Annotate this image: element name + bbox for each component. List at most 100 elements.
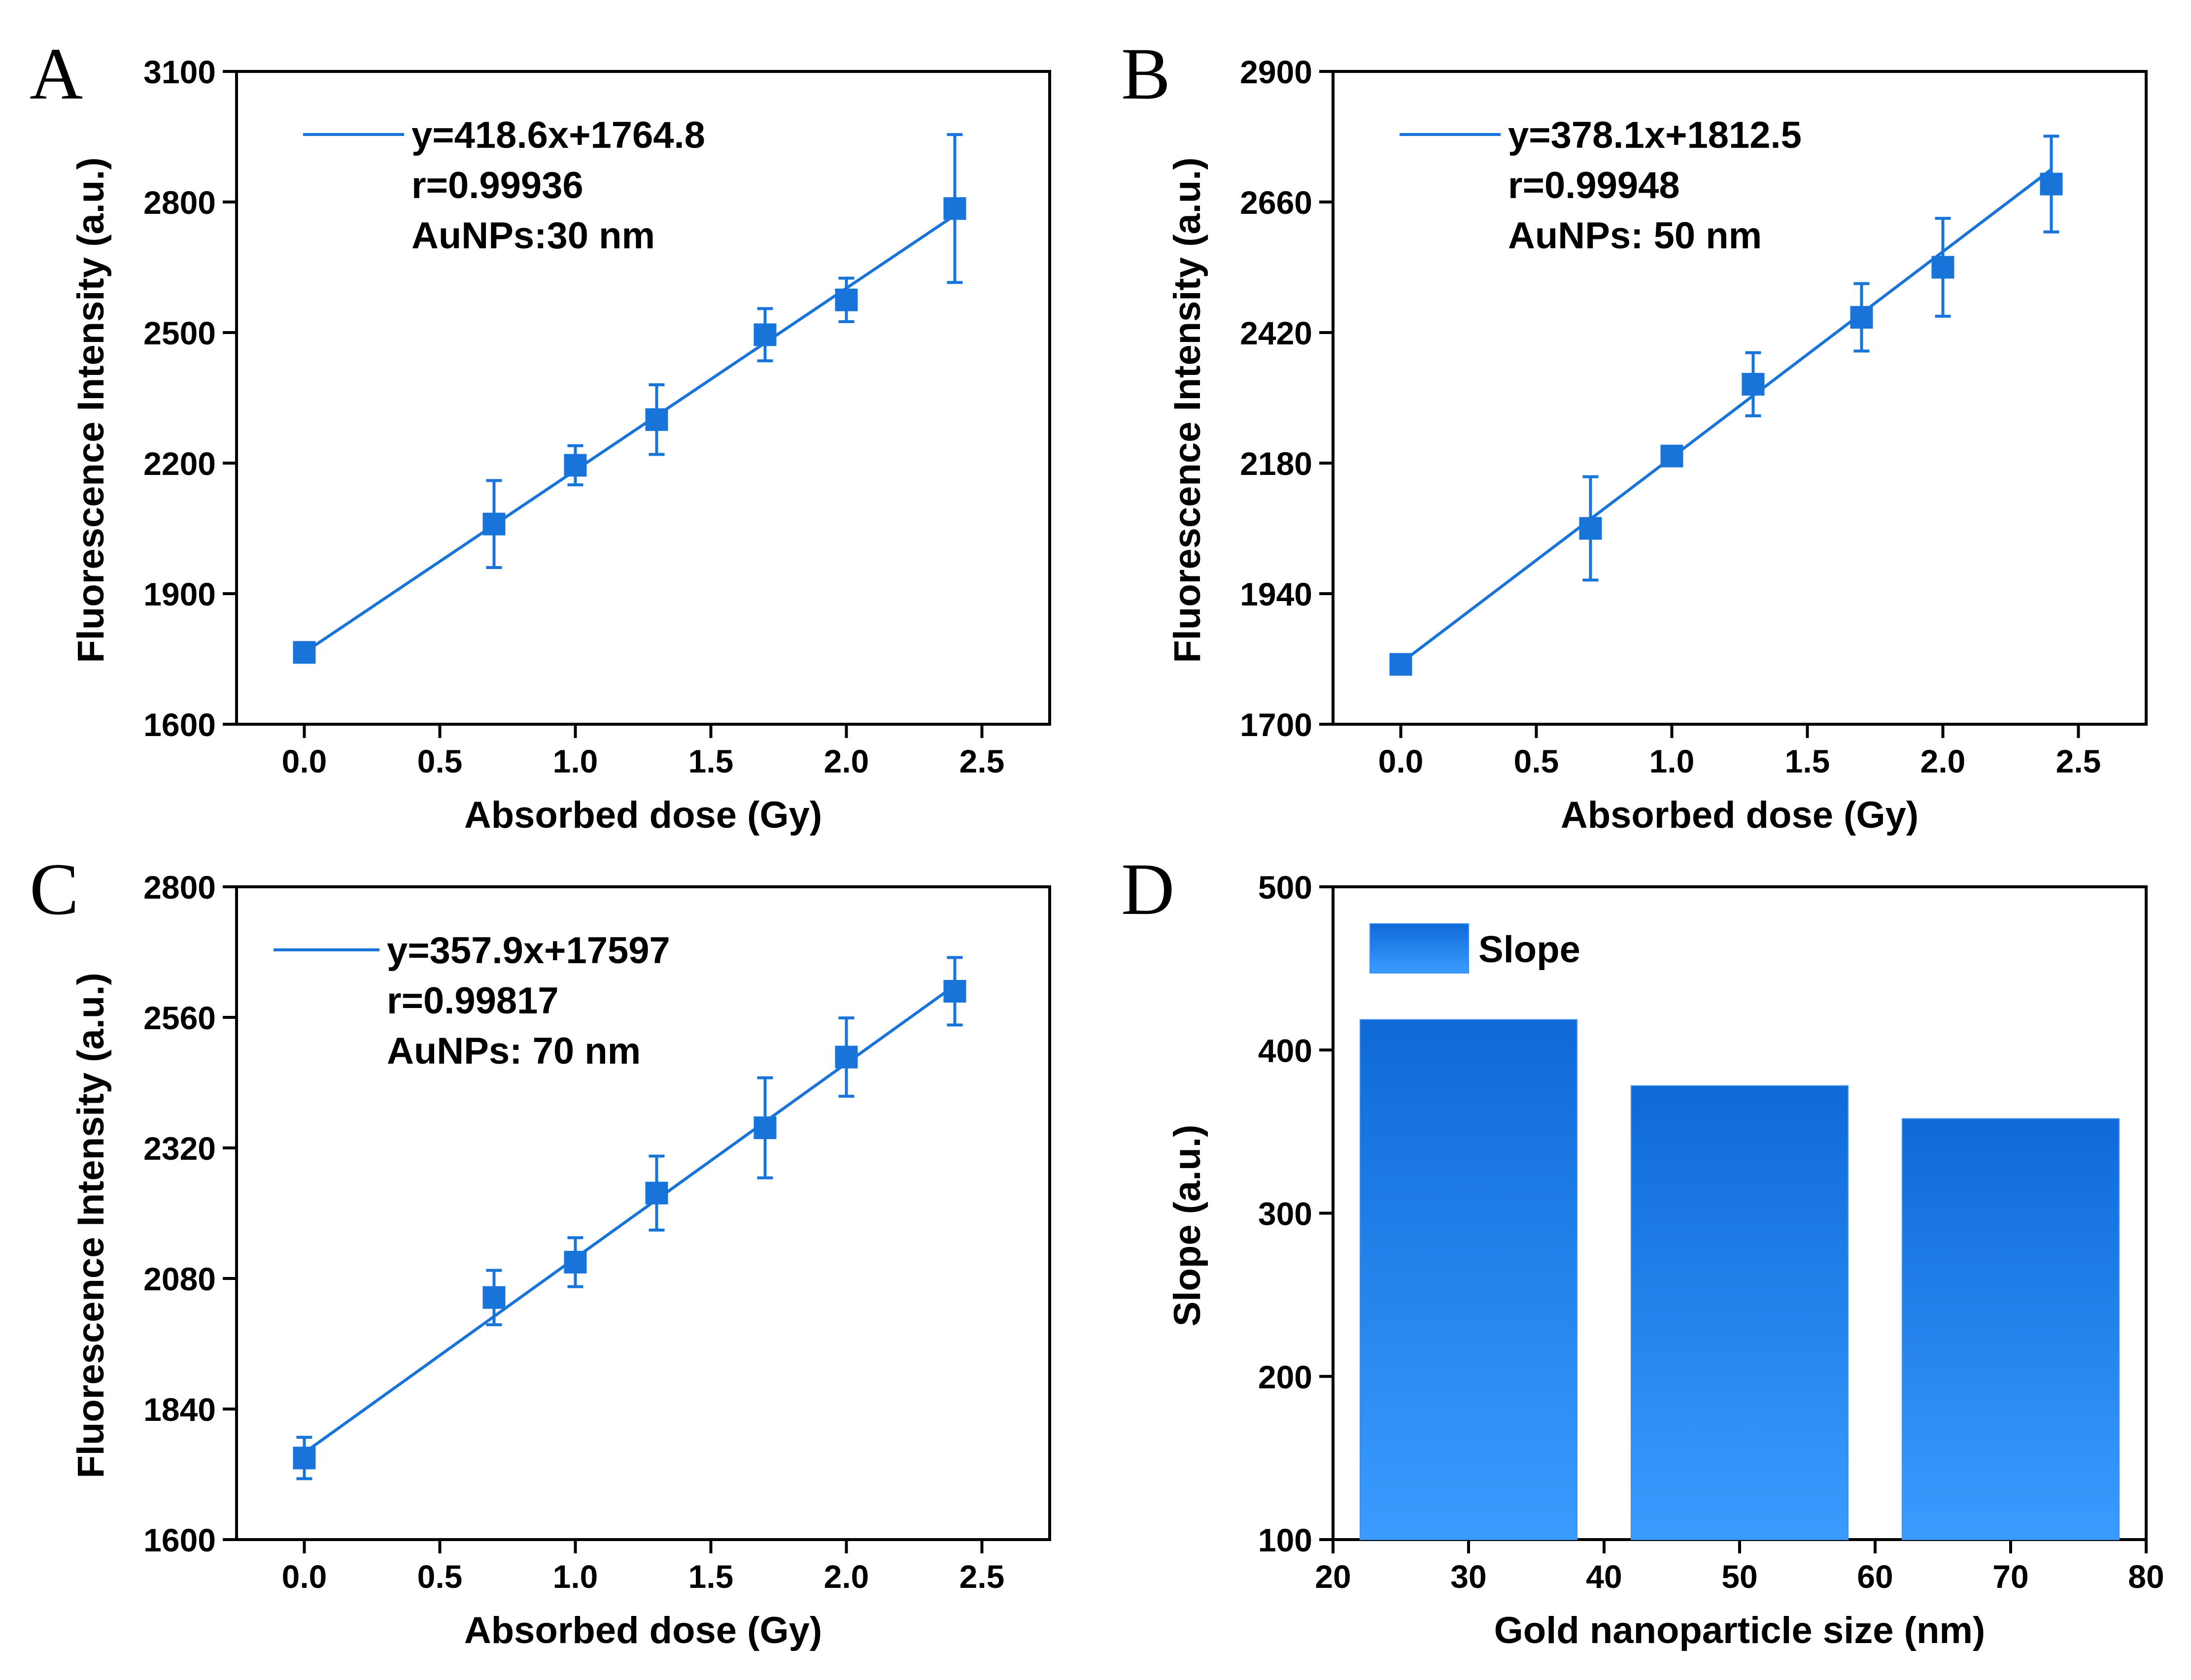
bar xyxy=(1902,1118,2120,1541)
x-tick-label: 1.0 xyxy=(1649,743,1695,779)
y-axis-title: Fluorescence Intensity (a.u.) xyxy=(70,157,112,663)
data-point xyxy=(1850,282,1873,353)
legend: Slope xyxy=(1369,923,1580,974)
square-marker xyxy=(645,1181,668,1205)
annotation-line: AuNPs: 70 nm xyxy=(387,1030,641,1072)
y-tick-label: 3100 xyxy=(143,54,216,90)
y-axis: 1700 1940 2180 2420 2660 2900 xyxy=(1240,54,1333,743)
data-point xyxy=(753,1076,777,1179)
x-tick-label: 0.5 xyxy=(1514,743,1559,779)
y-tick-label: 2320 xyxy=(143,1130,216,1167)
x-axis-title: Gold nanoparticle size (nm) xyxy=(1494,1610,1986,1651)
annotation-line: y=378.1x+1812.5 xyxy=(1508,114,1802,156)
x-tick-label: 2.5 xyxy=(959,1558,1005,1595)
square-marker xyxy=(835,288,858,311)
y-tick-label: 1600 xyxy=(143,1522,216,1558)
annotation-line: r=0.99936 xyxy=(411,165,583,206)
y-tick-label: 200 xyxy=(1258,1359,1312,1395)
axes-frame xyxy=(1332,70,2148,726)
square-marker xyxy=(943,197,966,220)
legend-label: Slope xyxy=(1478,929,1580,971)
axes-frame xyxy=(235,70,1051,726)
y-tick-label: 1600 xyxy=(143,706,216,743)
square-marker xyxy=(1742,372,1765,396)
y-tick-label: 1900 xyxy=(143,576,216,612)
x-axis: 20 30 40 50 60 70 80 xyxy=(1315,1540,2164,1595)
data-point xyxy=(1660,444,1683,468)
x-axis: 0.0 0.5 1.0 1.5 2.0 2.5 xyxy=(1378,724,2101,779)
panel-label: C xyxy=(30,848,79,930)
y-tick-label: 2800 xyxy=(143,184,216,221)
x-axis: 0.0 0.5 1.0 1.5 2.0 2.5 xyxy=(282,1540,1005,1595)
y-tick-label: 2200 xyxy=(143,445,216,482)
square-marker xyxy=(753,1116,777,1140)
x-tick-label: 1.5 xyxy=(688,743,734,779)
x-axis: 0.0 0.5 1.0 1.5 2.0 2.5 xyxy=(282,724,1004,779)
x-tick-label: 20 xyxy=(1315,1558,1351,1595)
legend: y=378.1x+1812.5 r=0.99948 AuNPs: 50 nm xyxy=(1400,114,1802,257)
x-tick-label: 30 xyxy=(1450,1558,1486,1595)
y-tick-label: 2660 xyxy=(1240,184,1312,221)
panel-b: B 0.0 0.5 1.0 1.5 2.0 2.5 1700 1940 2180 2420 2660 2… xyxy=(1121,33,2148,836)
x-axis-title: Absorbed dose (Gy) xyxy=(464,794,822,836)
data-point xyxy=(564,1236,587,1288)
y-axis-title: Slope (a.u.) xyxy=(1166,1125,1208,1327)
y-tick-label: 1700 xyxy=(1240,706,1312,743)
x-tick-label: 2.0 xyxy=(824,743,869,779)
axes-frame xyxy=(235,885,1051,1541)
square-marker xyxy=(1579,517,1602,540)
y-axis-title: Fluorescence Intensity (a.u.) xyxy=(70,973,112,1478)
panel-label: B xyxy=(1121,33,1170,115)
y-tick-label: 300 xyxy=(1258,1196,1312,1232)
annotation-line: r=0.99817 xyxy=(387,980,559,1022)
square-marker xyxy=(293,1446,316,1470)
y-axis: 1600 1900 2200 2500 2800 3100 xyxy=(143,54,237,743)
square-marker xyxy=(1389,653,1412,676)
y-tick-label: 2800 xyxy=(143,869,216,906)
x-tick-label: 0.0 xyxy=(282,1558,327,1595)
square-marker xyxy=(753,323,777,346)
annotation-line: y=357.9x+17597 xyxy=(387,930,670,972)
y-tick-label: 2420 xyxy=(1240,315,1312,351)
square-marker xyxy=(1850,306,1873,329)
legend: y=357.9x+17597 r=0.99817 AuNPs: 70 nm xyxy=(274,930,670,1072)
square-marker xyxy=(1931,256,1954,279)
square-marker xyxy=(482,1286,506,1309)
x-tick-label: 2.0 xyxy=(824,1558,869,1595)
square-marker xyxy=(482,512,506,536)
legend-swatch xyxy=(1369,923,1469,974)
data-point xyxy=(482,479,506,569)
square-marker xyxy=(645,408,668,431)
data-point xyxy=(645,1154,668,1232)
y-tick-label: 400 xyxy=(1258,1032,1312,1069)
x-axis-title: Absorbed dose (Gy) xyxy=(464,1610,822,1651)
x-tick-label: 0.5 xyxy=(417,1558,463,1595)
y-tick-label: 2560 xyxy=(143,1000,216,1036)
annotation-line: AuNPs: 50 nm xyxy=(1508,215,1762,257)
data-point xyxy=(293,1436,316,1480)
x-tick-label: 1.5 xyxy=(1785,743,1830,779)
y-axis-title: Fluorescence Intensity (a.u.) xyxy=(1166,157,1208,663)
data-point xyxy=(1389,653,1412,676)
panel-label: A xyxy=(30,33,83,115)
data-point xyxy=(835,1016,858,1098)
x-tick-label: 2.5 xyxy=(2056,743,2101,779)
y-tick-label: 2080 xyxy=(143,1261,216,1297)
y-tick-label: 1940 xyxy=(1240,576,1312,612)
square-marker xyxy=(293,641,316,664)
y-tick-label: 100 xyxy=(1258,1522,1312,1558)
x-tick-label: 0.0 xyxy=(282,743,327,779)
x-tick-label: 70 xyxy=(1992,1558,2028,1595)
x-tick-label: 50 xyxy=(1721,1558,1757,1595)
data-point xyxy=(2040,134,2063,234)
annotation-line: AuNPs:30 nm xyxy=(411,215,655,257)
data-point xyxy=(943,956,966,1027)
y-tick-label: 2180 xyxy=(1240,445,1312,482)
bar xyxy=(1360,1019,1577,1540)
y-axis: 1600 1840 2080 2320 2560 2800 xyxy=(143,869,237,1558)
y-tick-label: 2500 xyxy=(143,315,216,351)
y-tick-label: 1840 xyxy=(143,1391,216,1428)
data-point xyxy=(482,1269,506,1326)
data-point xyxy=(645,383,668,456)
x-tick-label: 2.0 xyxy=(1920,743,1966,779)
